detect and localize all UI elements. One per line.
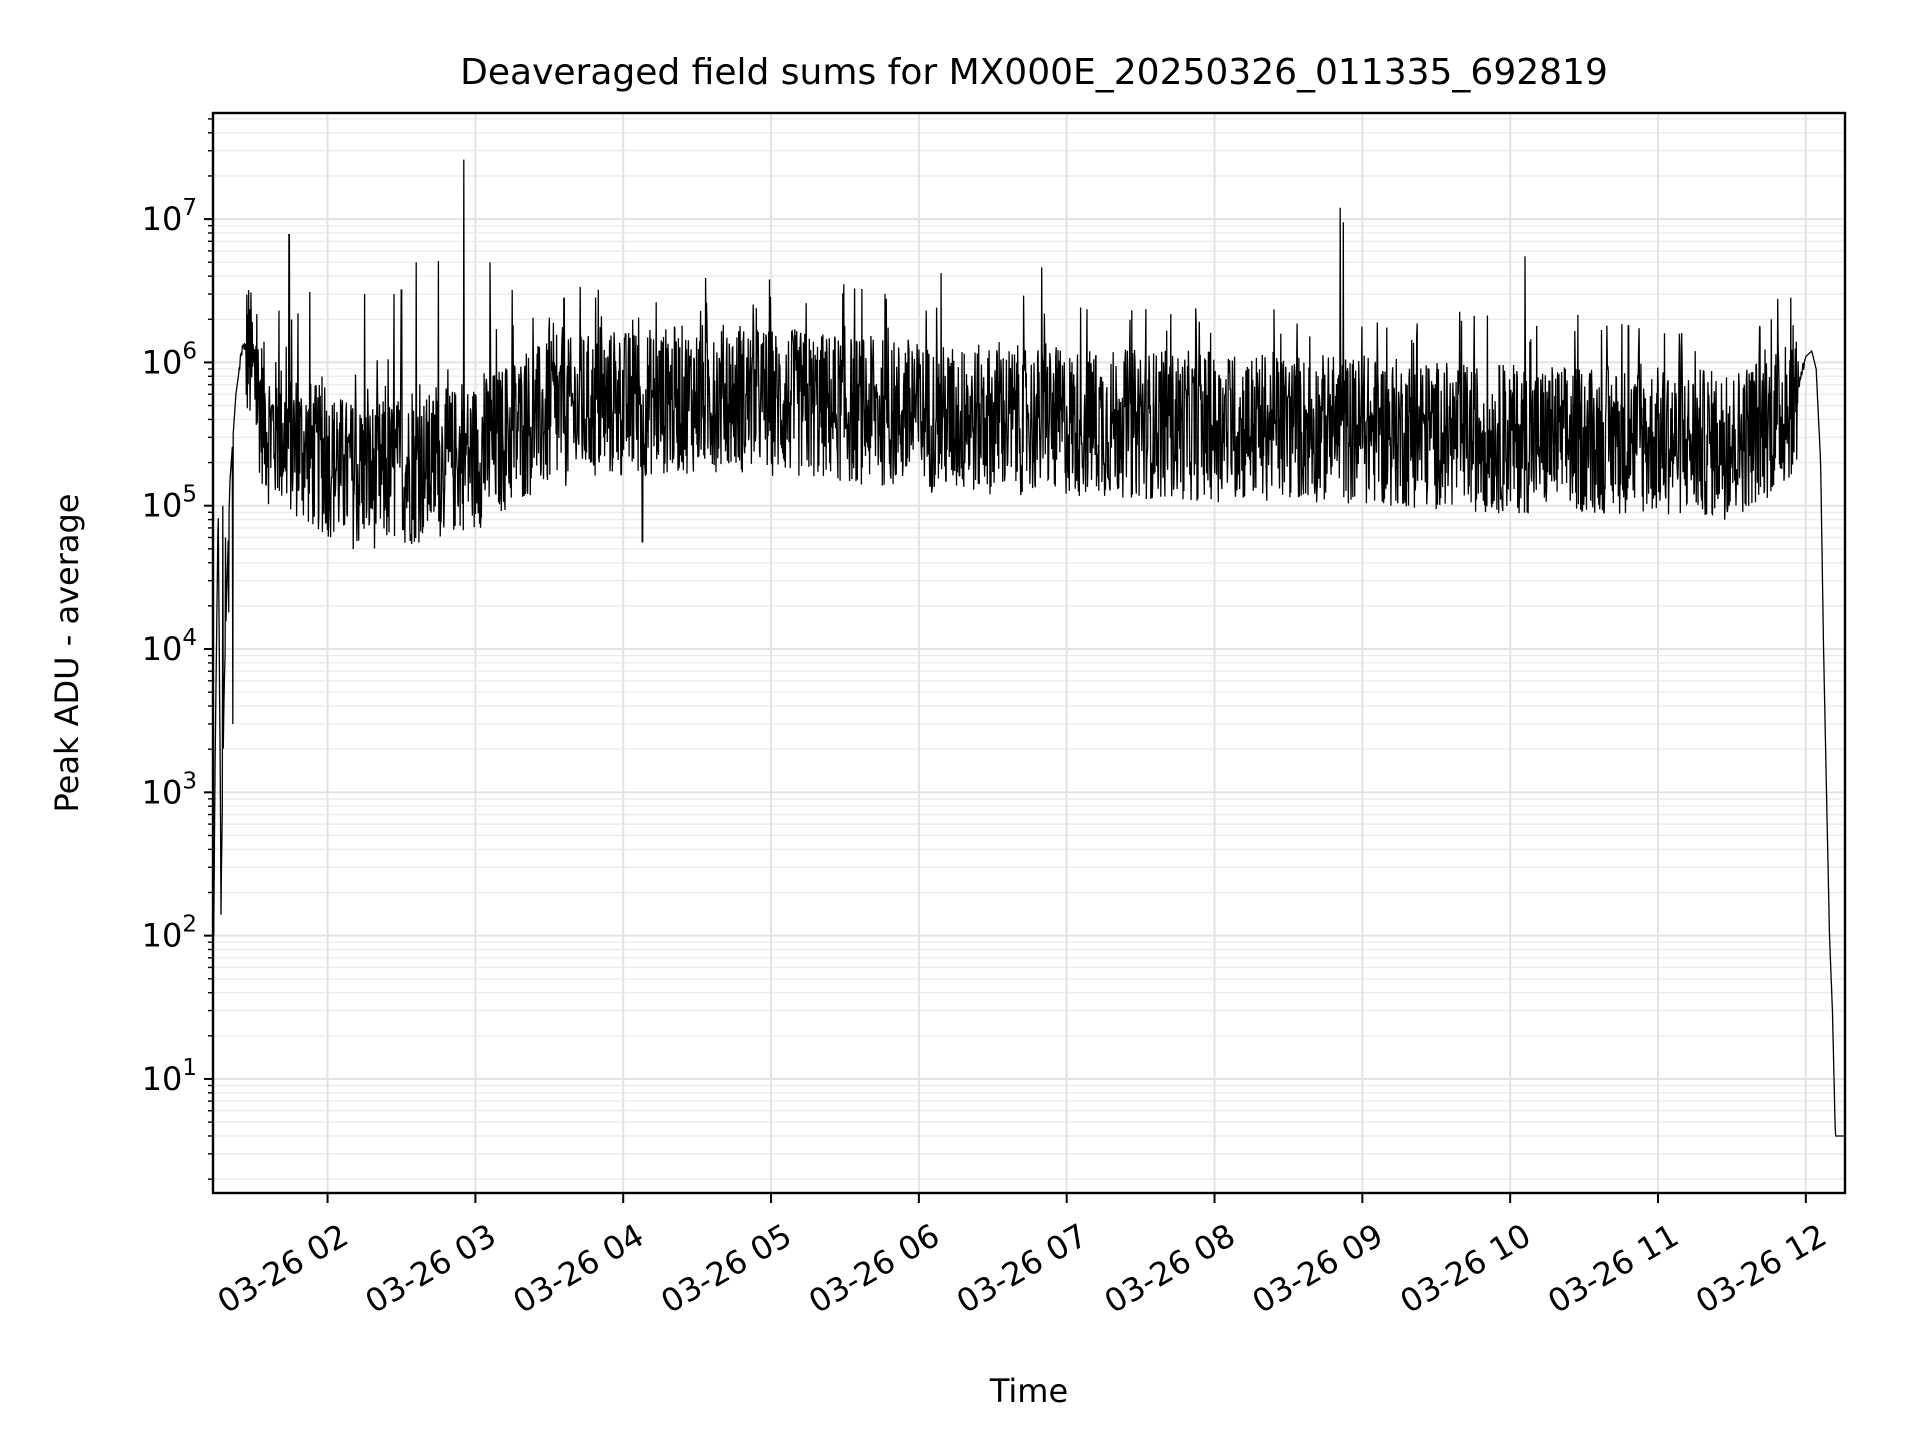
grid-lines: [213, 113, 1845, 1193]
y-tick-label: 102: [142, 912, 197, 955]
chart-title: Deaveraged field sums for MX000E_2025032…: [460, 52, 1608, 93]
plot-frame: [211, 111, 1847, 1195]
y-tick-label: 107: [142, 195, 197, 238]
y-tick-label: 101: [142, 1055, 197, 1098]
y-tick-label: 104: [142, 625, 197, 668]
y-tick-label: 103: [142, 768, 197, 811]
y-tick-label: 105: [142, 482, 197, 525]
y-axis-label: Peak ADU - average: [48, 494, 86, 813]
y-tick-label: 106: [142, 338, 197, 381]
series-line-peak-adu: [213, 159, 1845, 1137]
data-series: [213, 159, 1845, 1137]
x-axis-label: Time: [989, 1372, 1068, 1410]
